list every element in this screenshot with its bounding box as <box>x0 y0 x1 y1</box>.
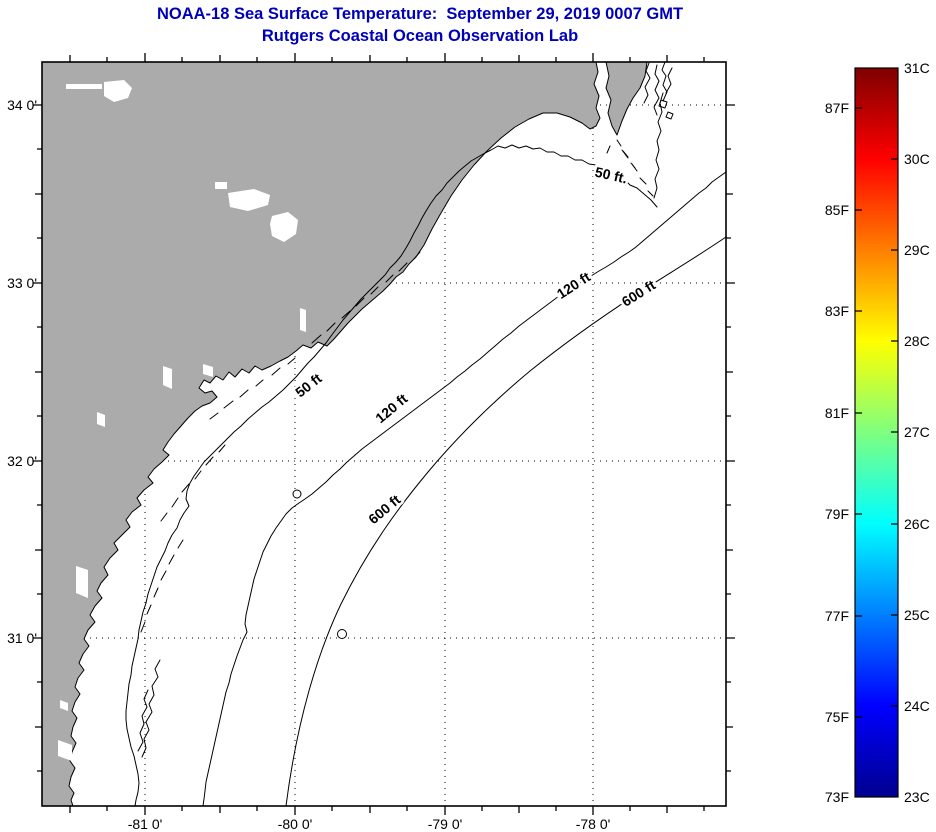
plot-border <box>41 61 727 807</box>
colorbar-c-label: 29C <box>904 242 930 258</box>
colorbar-c-label: 23C <box>904 789 930 805</box>
contour-label-50ft-mid: 50 ft <box>292 370 325 401</box>
colorbar-c-label: 24C <box>904 698 930 714</box>
contour-ring <box>337 629 347 639</box>
colorbar-f-label: 79F <box>825 506 849 522</box>
contour-120ft <box>202 171 727 807</box>
contour-label-120ft-upper: 120 ft <box>554 268 594 302</box>
cape-fear-peninsula <box>605 61 648 136</box>
colorbar: 87F 85F 83F 81F 79F 77F 75F 73F 31C 30C … <box>825 60 930 805</box>
contour-50ft <box>125 144 658 807</box>
contour-label-600ft-lower: 600 ft <box>365 491 404 527</box>
colorbar-f-label: 73F <box>825 789 849 805</box>
colorbar-c-labels: 31C 30C 29C 28C 27C 26C 25C 24C 23C <box>904 60 930 805</box>
colorbar-f-label: 85F <box>825 202 849 218</box>
colorbar-f-label: 81F <box>825 405 849 421</box>
marsh-scribbles <box>606 61 674 199</box>
colorbar-f-label: 83F <box>825 303 849 319</box>
contour-ring <box>292 489 302 499</box>
page-subtitle: Rutgers Coastal Ocean Observation Lab <box>261 27 579 45</box>
contour-label-50ft-bay: 50 ft. <box>594 164 629 187</box>
colorbar-c-label: 27C <box>904 424 930 440</box>
colorbar-gradient <box>854 67 899 798</box>
y-tick-label: 32 0' <box>7 453 37 469</box>
y-axis-labels: 34 0' 33 0' 32 0' 31 0' <box>7 97 37 646</box>
y-tick-label: 33 0' <box>7 275 37 291</box>
colorbar-ticks <box>855 107 898 718</box>
x-tick-label: -79 0' <box>428 816 463 832</box>
colorbar-c-label: 25C <box>904 607 930 623</box>
land-mass <box>41 61 601 807</box>
page-title: NOAA-18 Sea Surface Temperature: Septemb… <box>156 5 684 23</box>
colorbar-c-label: 30C <box>904 151 930 167</box>
colorbar-c-label: 26C <box>904 516 930 532</box>
colorbar-f-label: 75F <box>825 709 849 725</box>
land-white-patches <box>58 80 348 761</box>
y-tick-label: 34 0' <box>7 97 37 113</box>
contour-label-120ft-lower: 120 ft <box>372 390 411 426</box>
contour-label-600ft-upper: 600 ft <box>619 276 659 309</box>
colorbar-f-label: 87F <box>825 100 849 116</box>
x-tick-label: -81 0' <box>128 816 163 832</box>
x-axis-ticks <box>69 53 705 815</box>
colorbar-c-label: 31C <box>904 60 930 76</box>
contour-600ft <box>285 236 727 807</box>
y-axis-ticks <box>33 104 735 772</box>
colorbar-f-label: 77F <box>825 608 849 624</box>
y-tick-label: 31 0' <box>7 630 37 646</box>
barrier-islands <box>137 251 421 758</box>
colorbar-f-labels: 87F 85F 83F 81F 79F 77F 75F 73F <box>825 100 849 805</box>
x-tick-label: -78 0' <box>576 816 611 832</box>
x-tick-label: -80 0' <box>278 816 313 832</box>
x-axis-labels: -81 0' -80 0' -79 0' -78 0' <box>128 816 611 832</box>
colorbar-c-label: 28C <box>904 333 930 349</box>
